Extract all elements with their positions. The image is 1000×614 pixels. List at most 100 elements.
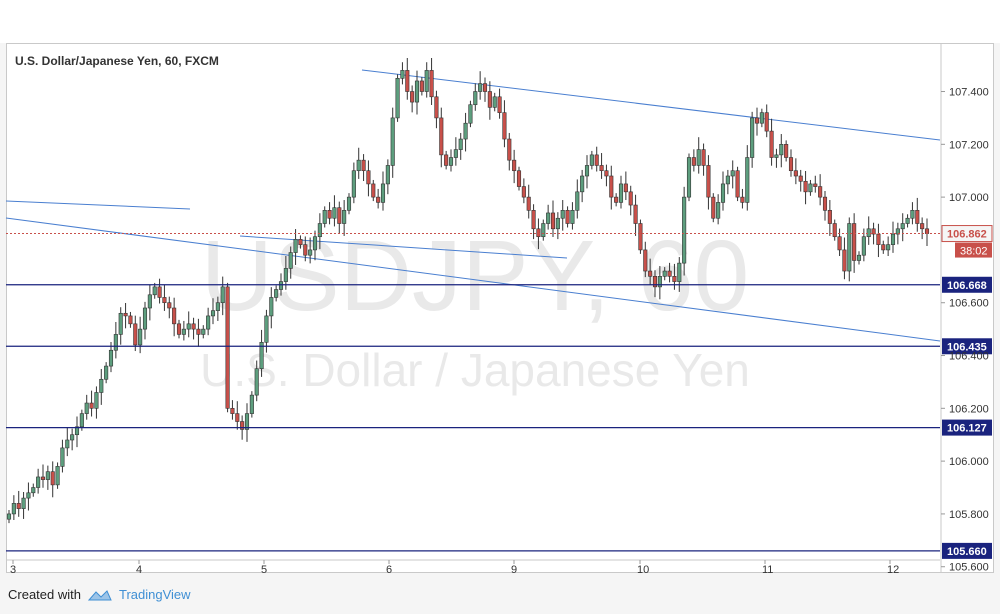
candle-body bbox=[541, 223, 546, 238]
candle-body bbox=[118, 312, 123, 335]
chart-title: U.S. Dollar/Japanese Yen, 60, FXCM bbox=[15, 54, 219, 68]
watermark-symbol: USDJPY, 60 bbox=[201, 220, 749, 332]
candle-body bbox=[793, 170, 798, 177]
y-tick-label: 107.000 bbox=[949, 192, 989, 204]
candle-body bbox=[16, 503, 21, 509]
candle-body bbox=[691, 157, 696, 166]
x-tick-label: 6 bbox=[386, 564, 392, 576]
level-tag bbox=[942, 542, 992, 559]
candle-body bbox=[240, 421, 245, 430]
candle-body bbox=[74, 426, 80, 436]
candle-body bbox=[317, 223, 322, 238]
candle-body bbox=[84, 402, 89, 414]
candle-body bbox=[565, 210, 570, 224]
candle-body bbox=[70, 434, 75, 441]
candle-body bbox=[133, 323, 138, 346]
candle-body bbox=[784, 144, 789, 158]
candle-body bbox=[215, 302, 220, 311]
candle-body bbox=[108, 349, 114, 367]
candle-body bbox=[580, 175, 585, 193]
candle-body bbox=[283, 268, 288, 282]
candle-body bbox=[274, 289, 279, 298]
candle-body bbox=[502, 112, 507, 140]
candle-body bbox=[526, 196, 531, 211]
candle-body bbox=[924, 228, 930, 234]
candle-body bbox=[482, 83, 488, 92]
candle-body bbox=[847, 223, 852, 272]
candle-body bbox=[750, 117, 755, 158]
candle-body bbox=[463, 122, 468, 140]
candle-body bbox=[147, 294, 152, 309]
candle-body bbox=[342, 210, 347, 224]
trendline bbox=[361, 69, 941, 141]
x-tick-label: 3 bbox=[10, 564, 16, 576]
y-tick-label: 106.600 bbox=[949, 298, 989, 310]
candle-body bbox=[259, 342, 264, 370]
candle-body bbox=[507, 138, 512, 161]
x-tick-label: 5 bbox=[261, 564, 267, 576]
candle-body bbox=[361, 159, 366, 172]
candle-body bbox=[609, 175, 614, 198]
candle-body bbox=[555, 217, 560, 230]
candle-body bbox=[346, 196, 352, 211]
y-tick-label: 106.000 bbox=[949, 456, 989, 468]
candle-body bbox=[745, 157, 750, 203]
candle-body bbox=[327, 210, 332, 219]
candle-body bbox=[536, 228, 541, 238]
candle-body bbox=[531, 210, 536, 230]
candle-body bbox=[322, 210, 327, 224]
candle-body bbox=[910, 210, 915, 219]
candle-body bbox=[94, 392, 99, 409]
y-tick-label: 105.600 bbox=[949, 562, 989, 574]
y-tick-label: 107.200 bbox=[949, 139, 989, 151]
candle-body bbox=[881, 244, 886, 251]
candle-body bbox=[876, 233, 881, 245]
candle-body bbox=[167, 302, 172, 309]
candle-body bbox=[269, 297, 274, 317]
candle-body bbox=[181, 328, 186, 335]
candle-body bbox=[696, 149, 701, 166]
candle-body bbox=[89, 402, 94, 409]
candle-body bbox=[434, 96, 439, 119]
candle-body bbox=[754, 117, 760, 124]
y-tick-label: 106.400 bbox=[949, 351, 989, 363]
candle-body bbox=[628, 191, 633, 206]
candle-body bbox=[40, 476, 46, 480]
candle-body bbox=[332, 207, 337, 219]
trendlines bbox=[5, 69, 941, 342]
candle-body bbox=[138, 328, 143, 346]
candle-body bbox=[599, 165, 604, 172]
candle-body bbox=[604, 170, 609, 177]
candle-body bbox=[128, 315, 133, 325]
watermark-name: U.S. Dollar / Japanese Yen bbox=[200, 344, 750, 396]
current-price-tag bbox=[941, 225, 993, 243]
candle-body bbox=[735, 170, 740, 198]
candle-body bbox=[706, 165, 711, 198]
candle-body bbox=[79, 413, 84, 428]
level-tag bbox=[942, 419, 992, 436]
candle-body bbox=[123, 312, 128, 317]
candle-body bbox=[55, 466, 60, 486]
candle-body bbox=[856, 254, 862, 261]
candle-body bbox=[774, 154, 779, 158]
candle-body bbox=[278, 281, 284, 290]
candle-body bbox=[716, 202, 721, 219]
candle-body bbox=[788, 157, 794, 172]
candle-body bbox=[104, 365, 109, 380]
top-bar bbox=[0, 0, 1000, 43]
candle-body bbox=[866, 228, 871, 238]
candle-body bbox=[521, 186, 526, 198]
candle-body bbox=[303, 244, 308, 256]
candle-body bbox=[497, 96, 502, 113]
candle-body bbox=[798, 175, 803, 182]
candle-body bbox=[827, 210, 832, 224]
candle-body bbox=[779, 144, 784, 156]
tradingview-link[interactable]: TradingView bbox=[118, 587, 191, 602]
candle-body bbox=[162, 297, 167, 304]
candle-body bbox=[920, 223, 925, 230]
candle-body bbox=[546, 212, 551, 224]
support-resistance-levels: 106.668 106.435 106.127 105.660 106.862 38:02 bbox=[6, 225, 993, 559]
candle-body bbox=[376, 196, 381, 203]
x-axis: 3 4 5 6 9 10 11 12 bbox=[6, 559, 940, 576]
trendline bbox=[5, 200, 191, 210]
